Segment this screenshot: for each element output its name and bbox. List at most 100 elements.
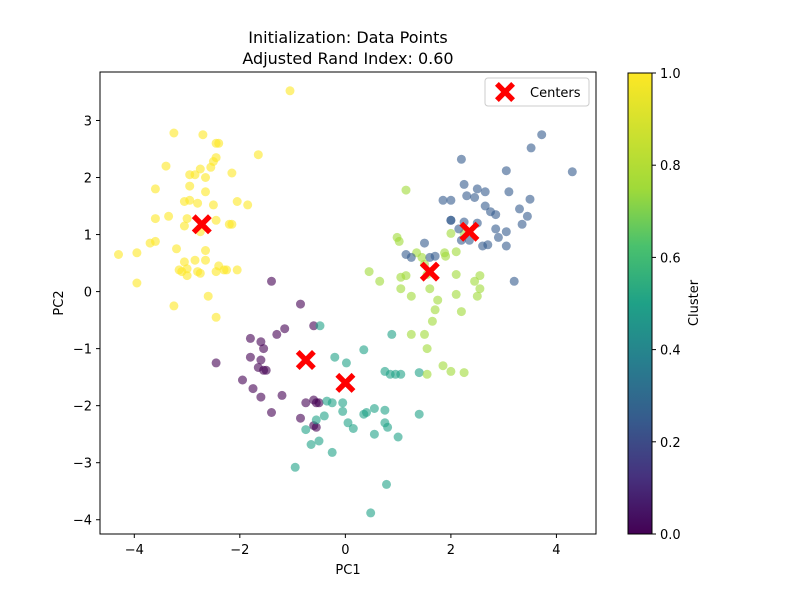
data-point bbox=[486, 207, 495, 217]
data-point bbox=[245, 352, 255, 362]
data-point bbox=[451, 247, 461, 257]
y-axis-ticks: −4 −3 −2 −1 0 1 2 3 bbox=[73, 114, 100, 529]
legend: Centers bbox=[484, 77, 590, 107]
data-point bbox=[201, 246, 210, 255]
data-point bbox=[311, 422, 321, 432]
data-point bbox=[261, 365, 271, 375]
data-point bbox=[451, 270, 461, 279]
data-point bbox=[366, 508, 376, 518]
data-point bbox=[201, 187, 210, 197]
data-point bbox=[203, 291, 213, 301]
data-point bbox=[515, 204, 524, 214]
data-point bbox=[369, 404, 379, 413]
data-point bbox=[319, 411, 329, 421]
data-point bbox=[198, 130, 208, 140]
data-point bbox=[422, 344, 432, 354]
colorbar-tick-label: 1.0 bbox=[660, 67, 681, 82]
colorbar-tick-label: 0.6 bbox=[660, 251, 681, 266]
data-point bbox=[396, 284, 406, 294]
data-point bbox=[315, 321, 325, 331]
legend-label-centers: Centers bbox=[530, 86, 581, 101]
data-point bbox=[348, 424, 358, 433]
data-point bbox=[567, 167, 577, 177]
data-point bbox=[459, 179, 469, 189]
data-point bbox=[314, 398, 324, 408]
data-point bbox=[380, 366, 390, 376]
data-point bbox=[504, 187, 514, 197]
data-point bbox=[306, 440, 316, 449]
data-points bbox=[114, 86, 577, 518]
data-point bbox=[327, 447, 337, 457]
colorbar-tick-label: 0.0 bbox=[660, 528, 681, 543]
data-point bbox=[211, 215, 221, 225]
data-point bbox=[526, 143, 536, 153]
data-point bbox=[451, 289, 461, 299]
data-point bbox=[169, 128, 179, 138]
data-point bbox=[387, 329, 397, 339]
data-point bbox=[462, 191, 472, 201]
data-point bbox=[438, 195, 448, 205]
chart-subtitle: Adjusted Rand Index: 0.60 bbox=[242, 49, 453, 68]
data-point bbox=[475, 284, 485, 294]
data-point bbox=[459, 368, 469, 378]
colorbar-label: Cluster bbox=[687, 279, 702, 326]
x-tick-label: −4 bbox=[125, 543, 144, 558]
colorbar-tick-label: 0.2 bbox=[660, 436, 681, 451]
data-point bbox=[211, 267, 221, 277]
data-point bbox=[195, 268, 205, 278]
x-axis-ticks: −4 −2 0 2 4 bbox=[125, 534, 561, 558]
data-point bbox=[201, 255, 210, 265]
data-point bbox=[201, 173, 210, 182]
data-point bbox=[343, 418, 353, 428]
data-point bbox=[145, 238, 155, 248]
data-point bbox=[480, 187, 490, 197]
data-point bbox=[267, 408, 276, 417]
colorbar-ticks: 0.0 0.2 0.4 0.6 0.8 1.0 bbox=[652, 67, 681, 543]
data-point bbox=[369, 429, 379, 439]
chart-title: Initialization: Data Points bbox=[248, 28, 447, 47]
data-point bbox=[396, 369, 406, 379]
data-point bbox=[383, 422, 393, 432]
data-point bbox=[195, 164, 205, 174]
data-point bbox=[182, 214, 192, 224]
data-point bbox=[214, 138, 224, 148]
data-point bbox=[417, 252, 427, 262]
x-tick-label: −2 bbox=[230, 543, 249, 558]
data-point bbox=[301, 425, 311, 435]
data-point bbox=[472, 291, 482, 301]
data-point bbox=[232, 197, 242, 206]
data-point bbox=[446, 228, 456, 238]
data-point bbox=[406, 329, 416, 339]
data-point bbox=[245, 333, 255, 343]
data-point bbox=[478, 241, 488, 251]
data-point bbox=[425, 284, 435, 294]
data-point bbox=[290, 462, 300, 472]
data-point bbox=[179, 197, 189, 206]
y-tick-label: −2 bbox=[73, 400, 92, 415]
center-marker-symbol bbox=[495, 82, 515, 102]
data-point bbox=[322, 396, 332, 406]
data-point bbox=[211, 358, 221, 368]
data-point bbox=[309, 321, 319, 331]
data-point bbox=[243, 200, 253, 210]
data-point bbox=[446, 215, 456, 225]
data-point bbox=[150, 184, 160, 194]
cluster-centers bbox=[191, 214, 480, 393]
data-point bbox=[464, 235, 474, 245]
data-point bbox=[164, 211, 174, 221]
data-point bbox=[301, 398, 311, 408]
data-point bbox=[190, 255, 200, 265]
data-point bbox=[227, 219, 237, 229]
data-point bbox=[393, 432, 403, 442]
data-point bbox=[537, 130, 547, 140]
data-point bbox=[248, 384, 258, 394]
x-axis-label: PC1 bbox=[335, 563, 360, 578]
cluster-center-marker bbox=[419, 261, 440, 282]
y-tick-label: −3 bbox=[73, 457, 92, 472]
data-point bbox=[382, 479, 391, 489]
data-point bbox=[169, 301, 179, 311]
data-point bbox=[517, 219, 527, 229]
data-point bbox=[222, 265, 232, 275]
data-point bbox=[501, 227, 511, 237]
